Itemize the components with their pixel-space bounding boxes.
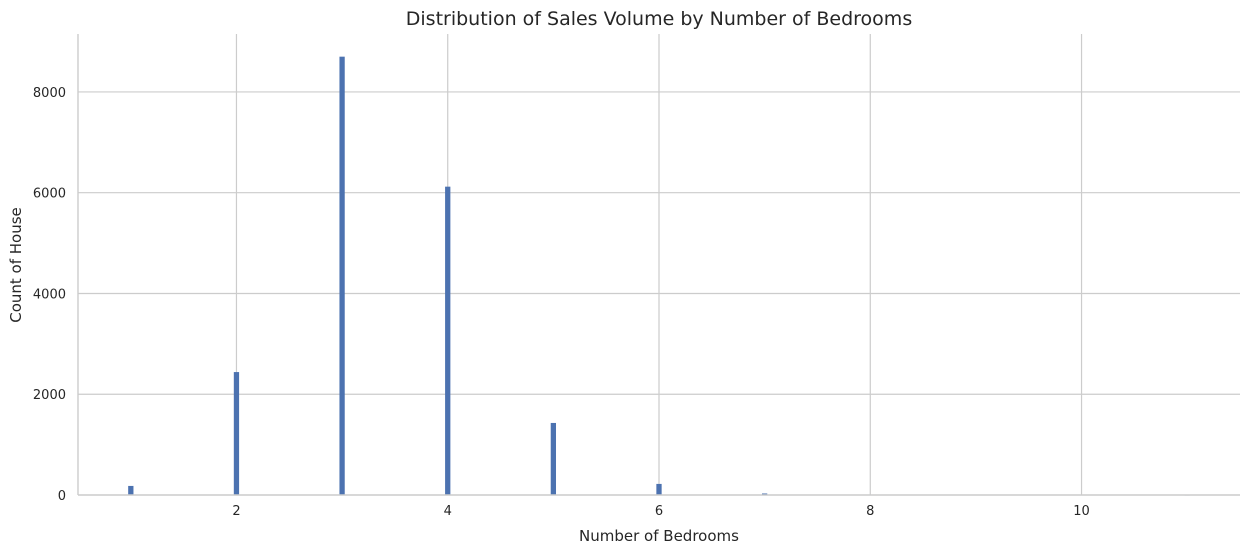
bar <box>339 56 345 496</box>
y-axis-label: Count of House <box>7 207 25 323</box>
y-tick-label: 8000 <box>33 86 66 101</box>
x-tick-label: 4 <box>444 504 452 519</box>
bar <box>233 372 240 495</box>
bar <box>656 483 662 495</box>
x-tick-labels: 2 4 6 8 10 <box>232 504 1090 519</box>
y-tick-labels: 0 2000 4000 6000 8000 <box>33 86 66 504</box>
bar <box>550 422 557 495</box>
y-tick-label: 6000 <box>33 187 66 202</box>
y-tick-label: 4000 <box>33 287 66 302</box>
x-axis-label: Number of Bedrooms <box>579 527 739 545</box>
y-tick-label: 2000 <box>33 388 66 403</box>
bar <box>761 493 768 495</box>
chart-title: Distribution of Sales Volume by Number o… <box>406 8 912 30</box>
x-tick-label: 2 <box>232 504 240 519</box>
bar <box>445 186 451 496</box>
grid-lines <box>78 34 1240 495</box>
x-tick-label: 8 <box>866 504 874 519</box>
x-tick-label: 6 <box>655 504 663 519</box>
bar <box>128 485 134 495</box>
x-tick-label: 10 <box>1073 504 1090 519</box>
y-tick-label: 0 <box>58 489 66 504</box>
